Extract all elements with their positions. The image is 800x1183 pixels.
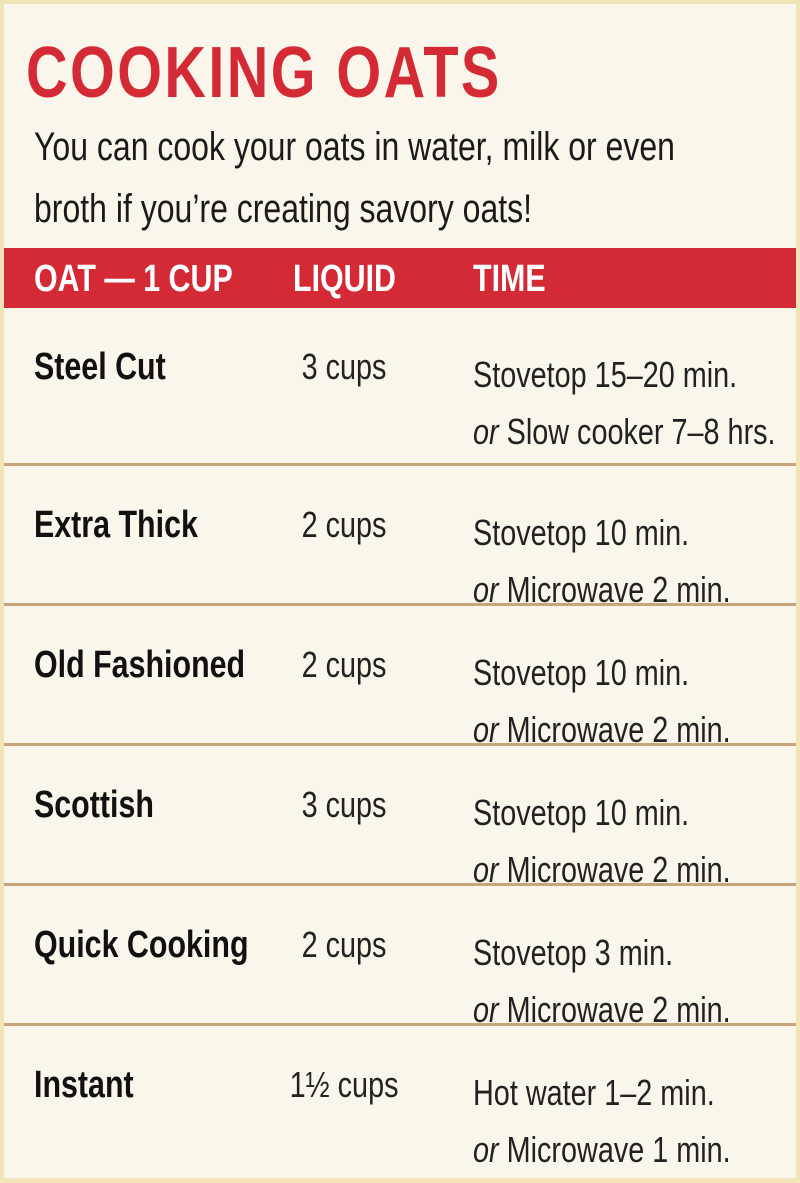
or-label: or — [473, 411, 499, 452]
liquid-text: 1½ cups — [289, 1064, 399, 1105]
or-label: or — [473, 709, 499, 750]
table-row: Instant 1½ cups Hot water 1–2 min. or Micro… — [4, 1026, 796, 1178]
header-oat: OAT — 1 CUP — [34, 258, 233, 300]
oat-name-text: Steel Cut — [34, 346, 166, 388]
cook-time: Stovetop 15–20 min. or Slow cooker 7–8 hr… — [473, 346, 800, 460]
cook-time: Stovetop 10 min. or Microwave 2 min. — [473, 504, 795, 618]
header-time: TIME — [473, 258, 546, 300]
time-alternative: or Microwave 1 min. — [473, 1121, 731, 1178]
or-label: or — [473, 1129, 499, 1170]
page-title: COOKING OATS — [26, 32, 621, 114]
liquid-text: 2 cups — [301, 644, 387, 685]
table-row: Scottish 3 cups Stovetop 10 min. or Microwa… — [4, 746, 796, 890]
or-label: or — [473, 849, 499, 890]
cook-time: Stovetop 10 min. or Microwave 2 min. — [473, 784, 795, 898]
table-header: OAT — 1 CUP LIQUID TIME — [4, 248, 796, 308]
liquid-amount: 2 cups — [254, 644, 434, 686]
or-label: or — [473, 989, 499, 1030]
liquid-amount: 2 cups — [254, 504, 434, 546]
oat-name: Scottish — [34, 784, 184, 827]
table-row: Quick Cooking 2 cups Stovetop 3 min. or Mic… — [4, 886, 796, 1030]
title-text: COOKING OATS — [26, 33, 502, 113]
time-primary: Stovetop 10 min. — [473, 652, 690, 693]
oat-name-text: Old Fashioned — [34, 644, 246, 686]
liquid-amount: 2 cups — [254, 924, 434, 966]
header-liquid: LIQUID — [293, 258, 397, 300]
time-primary: Stovetop 3 min. — [473, 932, 674, 973]
time-alternative: or Microwave 2 min. — [473, 841, 731, 898]
oat-name: Quick Cooking — [34, 924, 302, 967]
time-secondary: Microwave 1 min. — [506, 1129, 731, 1170]
time-alternative: or Microwave 2 min. — [473, 561, 731, 618]
time-secondary: Microwave 2 min. — [506, 709, 731, 750]
time-secondary: Microwave 2 min. — [506, 849, 731, 890]
time-secondary: Microwave 2 min. — [506, 989, 731, 1030]
liquid-text: 3 cups — [301, 784, 387, 825]
intro-line: broth if you’re creating savory oats! — [34, 187, 533, 231]
oat-name: Extra Thick — [34, 504, 239, 547]
cook-time: Hot water 1–2 min. or Microwave 1 min. — [473, 1064, 795, 1178]
time-primary: Hot water 1–2 min. — [473, 1072, 715, 1113]
liquid-text: 2 cups — [301, 924, 387, 965]
time-primary: Stovetop 15–20 min. — [473, 354, 738, 395]
time-primary: Stovetop 10 min. — [473, 792, 690, 833]
table-row: Steel Cut 3 cups Stovetop 15–20 min. or Slo… — [4, 308, 796, 466]
oat-name: Steel Cut — [34, 346, 199, 389]
time-secondary: Slow cooker 7–8 hrs. — [506, 411, 776, 452]
cook-time: Stovetop 10 min. or Microwave 2 min. — [473, 644, 795, 758]
intro-text: You can cook your oats in water, milk or… — [34, 116, 800, 240]
oat-name-text: Extra Thick — [34, 504, 198, 546]
oat-name-text: Instant — [34, 1064, 134, 1106]
oats-card: COOKING OATS You can cook your oats in w… — [4, 4, 796, 1178]
oat-name-text: Scottish — [34, 784, 154, 826]
time-alternative: or Microwave 2 min. — [473, 981, 731, 1038]
time-alternative: or Microwave 2 min. — [473, 701, 731, 758]
liquid-text: 2 cups — [301, 504, 387, 545]
oat-name: Old Fashioned — [34, 644, 298, 687]
liquid-amount: 1½ cups — [254, 1064, 434, 1106]
cook-time: Stovetop 3 min. or Microwave 2 min. — [473, 924, 795, 1038]
table-row: Extra Thick 2 cups Stovetop 10 min. or Micr… — [4, 466, 796, 610]
oat-name-text: Quick Cooking — [34, 924, 249, 966]
liquid-amount: 3 cups — [254, 346, 434, 388]
time-primary: Stovetop 10 min. — [473, 512, 690, 553]
or-label: or — [473, 569, 499, 610]
intro-line: You can cook your oats in water, milk or… — [34, 125, 675, 169]
time-secondary: Microwave 2 min. — [506, 569, 731, 610]
time-alternative: or Slow cooker 7–8 hrs. — [473, 403, 776, 460]
table-row: Old Fashioned 2 cups Stovetop 10 min. or Mi… — [4, 606, 796, 750]
liquid-amount: 3 cups — [254, 784, 434, 826]
oat-name: Instant — [34, 1064, 159, 1107]
liquid-text: 3 cups — [301, 346, 387, 387]
